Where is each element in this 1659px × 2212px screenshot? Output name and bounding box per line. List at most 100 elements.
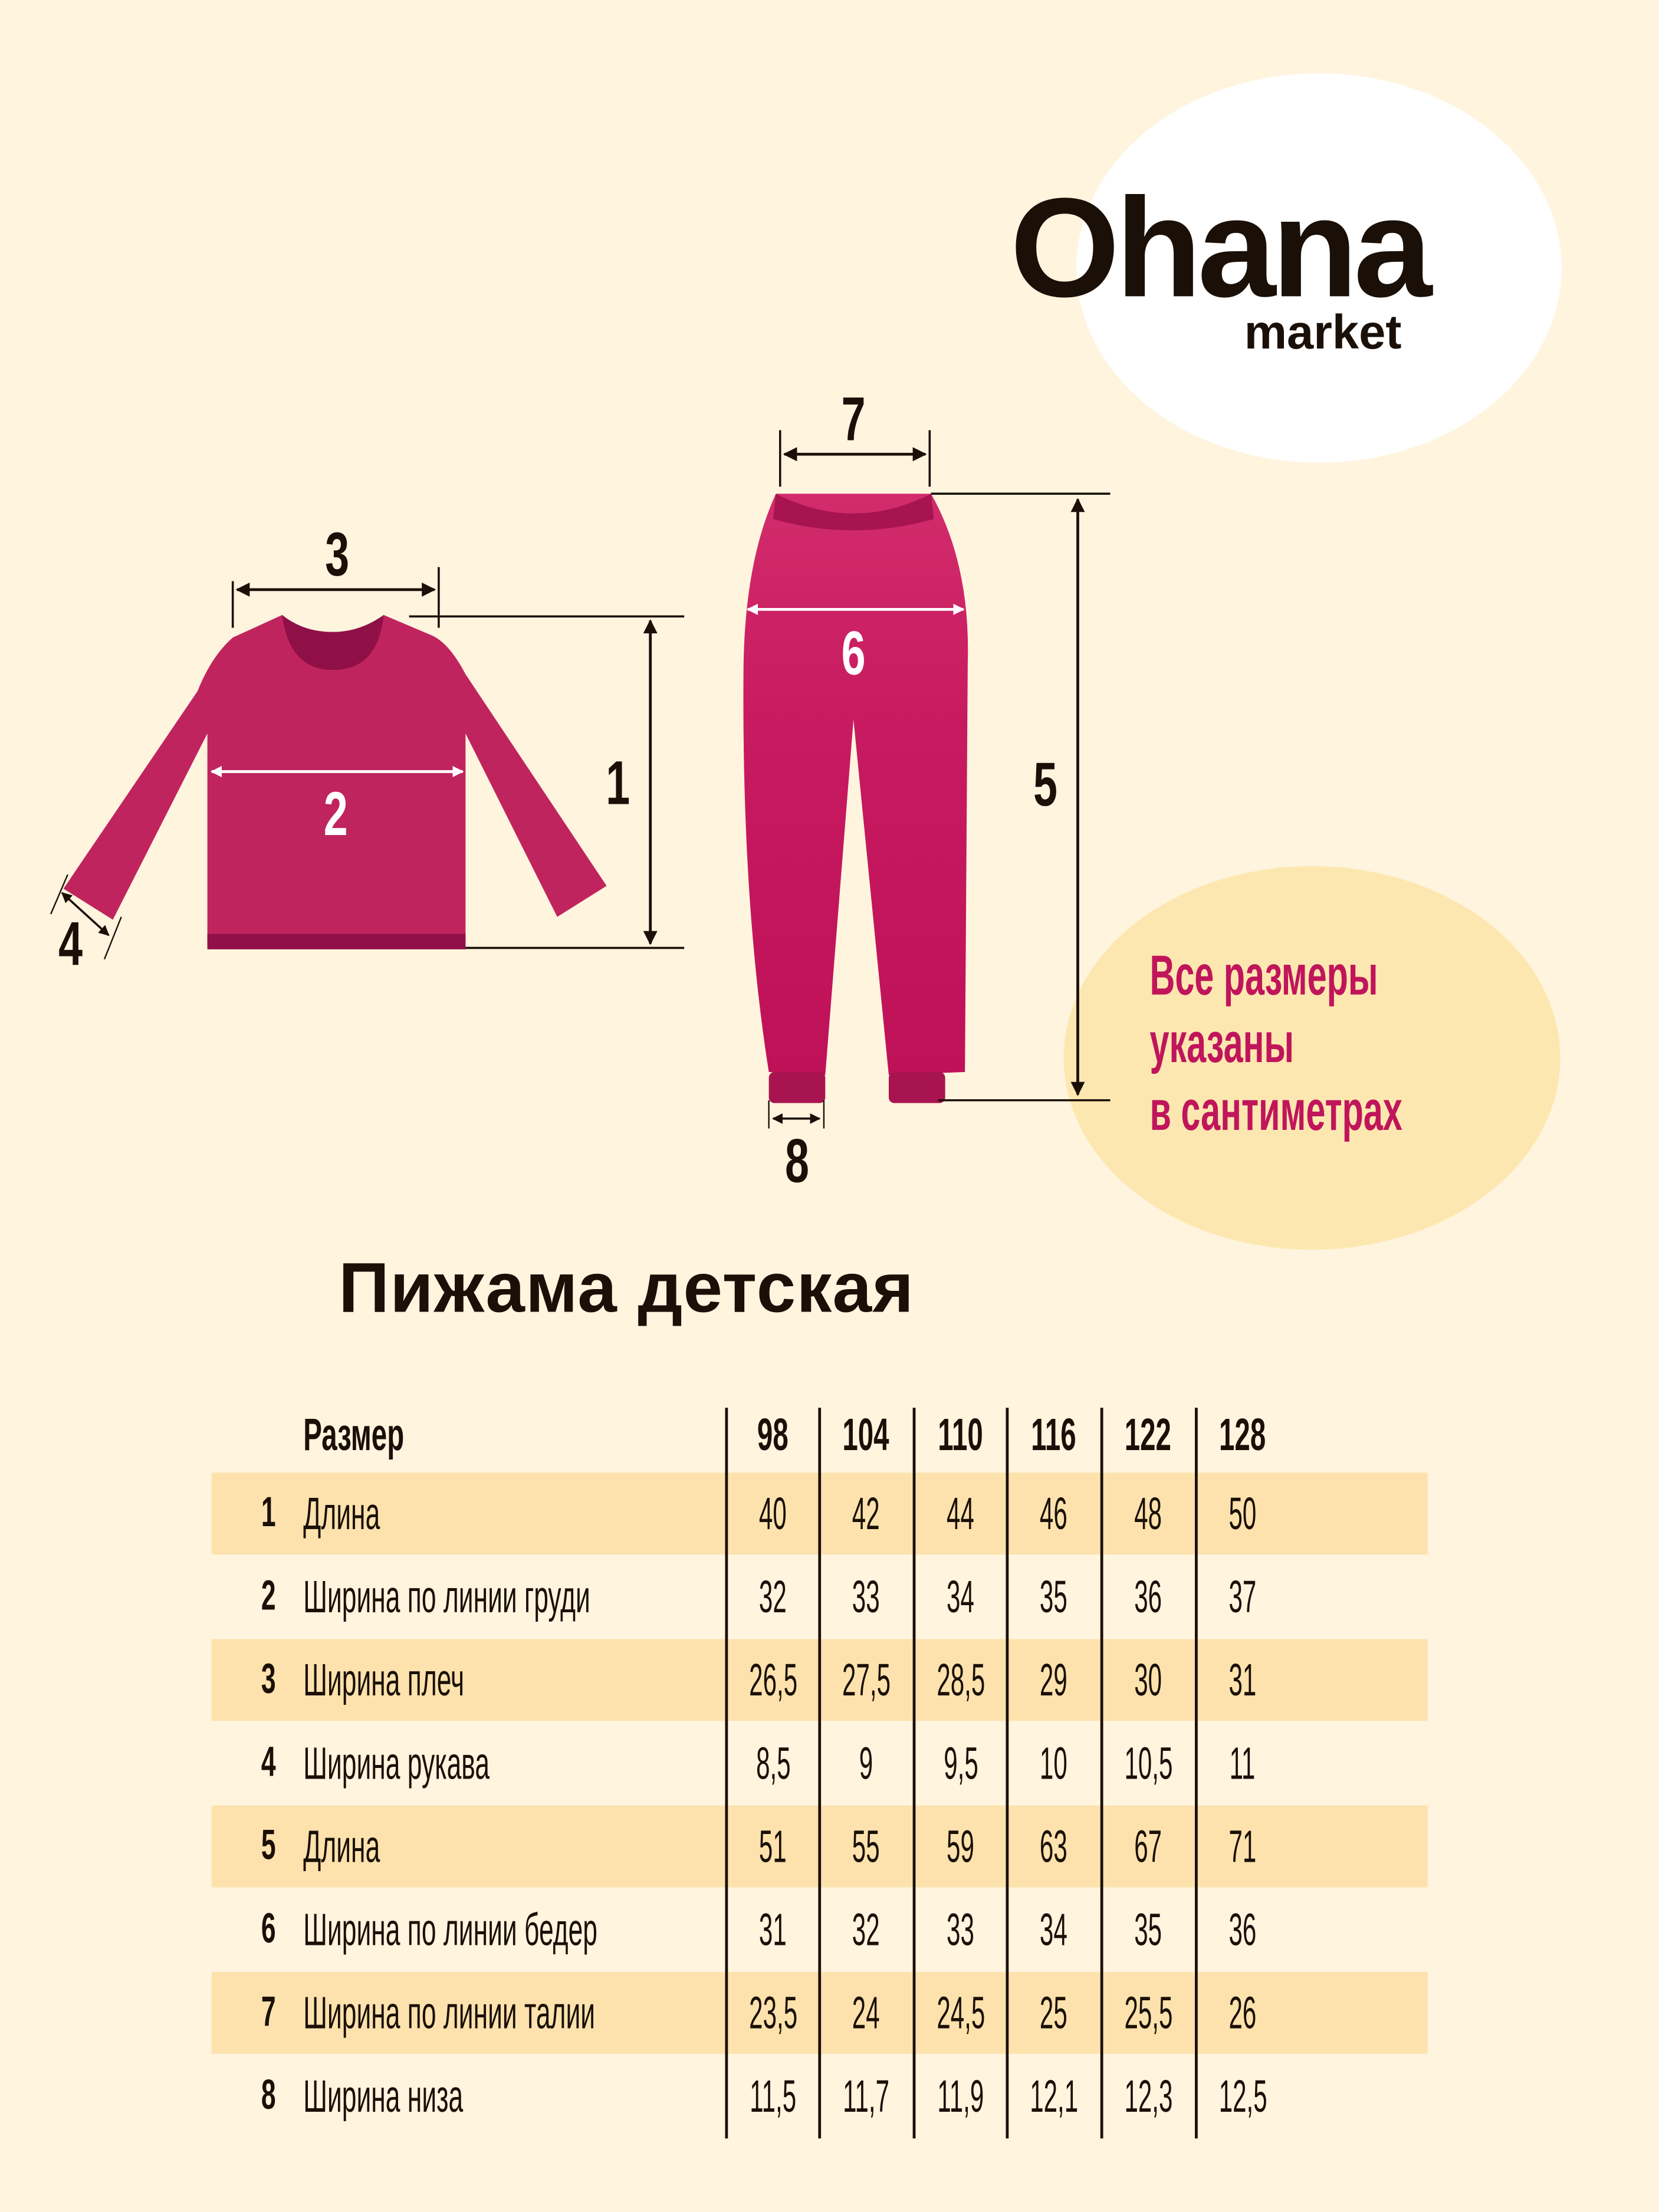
table-cell: 51 (759, 1821, 787, 1872)
row-number: 1 (261, 1489, 275, 1536)
table-cell: 31 (759, 1904, 787, 1955)
table-cell: 35 (1040, 1571, 1068, 1622)
table-cell: 12,1 (1029, 2070, 1078, 2122)
table-cell: 33 (852, 1571, 881, 1622)
table-cell: 9 (859, 1737, 873, 1789)
table-cell: 10 (1040, 1737, 1068, 1789)
table-cell: 71 (1228, 1821, 1257, 1872)
table-cell: 8,5 (755, 1737, 791, 1789)
table-cell: 34 (947, 1571, 975, 1622)
pants-illustration (743, 430, 1111, 1129)
row-number: 4 (261, 1739, 275, 1786)
table-cell: 42 (852, 1488, 881, 1539)
measure-label-8: 8 (785, 1127, 809, 1196)
row-number: 2 (261, 1573, 275, 1620)
row-label: Ширина плеч (303, 1654, 465, 1705)
table-row: 2 Ширина по линии груди 32 33 34 35 36 37 (0, 1556, 1659, 1638)
table-cell: 25,5 (1124, 1987, 1173, 2039)
table-row: 5 Длина 51 55 59 63 67 71 (0, 1806, 1659, 1888)
table-cell: 24,5 (936, 1987, 985, 2039)
row-label: Длина (303, 1488, 380, 1539)
row-number: 7 (261, 1989, 275, 2036)
table-cell: 24 (852, 1987, 881, 2039)
row-label: Ширина низа (303, 2070, 464, 2122)
table-cell: 28,5 (936, 1654, 985, 1705)
table-cell: 48 (1134, 1488, 1162, 1539)
table-cell: 59 (947, 1821, 975, 1872)
row-number: 3 (261, 1656, 275, 1703)
table-cell: 32 (852, 1904, 881, 1955)
table-cell: 40 (759, 1488, 787, 1539)
measure-label-4: 4 (58, 909, 83, 978)
row-number: 8 (261, 2072, 275, 2119)
table-cell: 63 (1040, 1821, 1068, 1872)
row-label: Ширина по линии бедер (303, 1904, 597, 1955)
logo: Ohana market (1010, 168, 1438, 359)
svg-text:Ohana: Ohana (1010, 168, 1434, 326)
measure-label-6: 6 (842, 619, 866, 688)
row-label: Ширина по линии талии (303, 1987, 596, 2039)
measure-label-3: 3 (325, 520, 349, 589)
table-cell: 55 (852, 1821, 881, 1872)
table-row: 4 Ширина рукава 8,5 9 9,5 10 10,5 11 (0, 1723, 1659, 1805)
table-cell: 9,5 (943, 1737, 978, 1789)
table-row: 7 Ширина по линии талии 23,5 24 24,5 25 25,5 26 (0, 1972, 1659, 2054)
table-cell: 44 (947, 1488, 975, 1539)
table-cell: 35 (1134, 1904, 1162, 1955)
table-cell: 34 (1040, 1904, 1068, 1955)
table-cell: 11,5 (750, 2070, 797, 2122)
table-cell: 32 (759, 1571, 787, 1622)
size-header: 110 (938, 1409, 984, 1460)
row-label: Ширина рукава (303, 1737, 490, 1789)
table-cell: 11,9 (937, 2070, 984, 2122)
measure-label-5: 5 (1033, 750, 1057, 819)
note-blob (1063, 866, 1561, 1250)
table-cell: 37 (1228, 1571, 1257, 1622)
table-cell: 67 (1134, 1821, 1162, 1872)
table-cell: 30 (1134, 1654, 1162, 1705)
table-cell: 26 (1228, 1987, 1257, 2039)
table-cell: 46 (1040, 1488, 1068, 1539)
measure-label-7: 7 (842, 384, 866, 453)
table-row: 6 Ширина по линии бедер 31 32 33 34 35 36 (0, 1889, 1659, 1971)
svg-text:market: market (1244, 305, 1402, 359)
size-header: 98 (757, 1409, 789, 1460)
size-header: 122 (1125, 1409, 1172, 1460)
row-label: Длина (303, 1821, 380, 1872)
table-cell: 36 (1134, 1571, 1162, 1622)
table-row: 1 Длина 40 42 44 46 48 50 (0, 1473, 1659, 1554)
table-cell: 12,3 (1124, 2070, 1173, 2122)
size-header: 128 (1219, 1409, 1266, 1460)
measure-label-1: 1 (606, 749, 630, 818)
garment-diagram: Ohana market (50, 73, 1562, 1250)
table-cell: 11 (1230, 1737, 1256, 1789)
table-cell: 10,5 (1124, 1737, 1173, 1789)
table-cell: 11,7 (843, 2070, 890, 2122)
measure-labels: 3 2 1 4 7 6 5 8 (58, 384, 1057, 1195)
size-header: 116 (1031, 1409, 1077, 1460)
header-label: Размер (303, 1409, 405, 1460)
table-cell: 50 (1228, 1488, 1257, 1539)
page-title: Пижама детская (339, 1248, 915, 1327)
table-header-row: Размер 98 104 110 116 122 128 (0, 1393, 1659, 1475)
logo-blob (1076, 73, 1562, 463)
table-cell: 23,5 (748, 1987, 797, 2039)
table-cell: 26,5 (748, 1654, 797, 1705)
table-cell: 12,5 (1218, 2070, 1267, 2122)
row-number: 5 (261, 1822, 275, 1869)
shirt-illustration (50, 567, 685, 960)
table-cell: 27,5 (842, 1654, 891, 1705)
table-cell: 33 (947, 1904, 975, 1955)
table-cell: 36 (1228, 1904, 1257, 1955)
row-number: 6 (261, 1905, 275, 1953)
table-cell: 29 (1040, 1654, 1068, 1705)
table-cell: 31 (1228, 1654, 1257, 1705)
table-row: 8 Ширина низа 11,5 11,7 11,9 12,1 12,3 12,5 (0, 2055, 1659, 2137)
size-header: 104 (843, 1409, 890, 1460)
measure-label-2: 2 (324, 780, 348, 849)
table-row: 3 Ширина плеч 26,5 27,5 28,5 29 30 31 (0, 1639, 1659, 1721)
table-cell: 25 (1040, 1987, 1068, 2039)
row-label: Ширина по линии груди (303, 1571, 590, 1622)
units-note: Все размеры указаны в сантиметрах (1149, 945, 1402, 1143)
